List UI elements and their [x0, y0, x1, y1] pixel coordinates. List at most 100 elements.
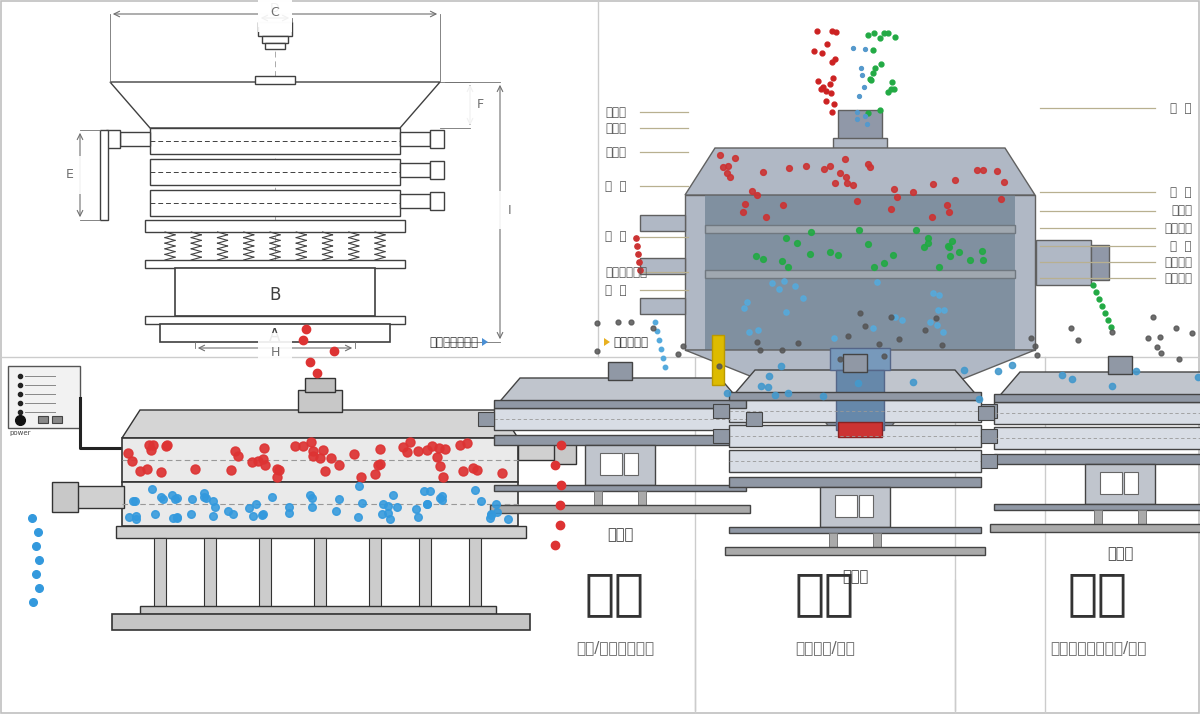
- Bar: [145, 316, 406, 324]
- Bar: [430, 130, 444, 148]
- Text: A: A: [269, 327, 281, 345]
- Bar: [150, 159, 400, 185]
- Bar: [140, 606, 496, 614]
- Bar: [419, 538, 431, 610]
- Bar: [160, 324, 390, 342]
- Text: 单层式: 单层式: [607, 527, 634, 542]
- Text: 双层式: 双层式: [1106, 546, 1133, 561]
- Polygon shape: [604, 338, 610, 346]
- Bar: [842, 354, 866, 372]
- Bar: [494, 435, 746, 445]
- Text: 分级: 分级: [586, 570, 646, 618]
- Text: F: F: [476, 99, 484, 111]
- Bar: [1091, 245, 1109, 280]
- Bar: [122, 438, 518, 482]
- Text: H: H: [270, 346, 280, 358]
- Text: 防尘盖: 防尘盖: [605, 121, 626, 134]
- Bar: [730, 477, 982, 487]
- Bar: [685, 195, 1034, 350]
- Polygon shape: [496, 378, 744, 406]
- Bar: [836, 370, 884, 430]
- Bar: [150, 190, 400, 216]
- Text: 运输固定螺栓: 运输固定螺栓: [605, 266, 647, 278]
- Bar: [494, 400, 746, 408]
- Bar: [990, 524, 1200, 532]
- Polygon shape: [996, 372, 1200, 400]
- Text: C: C: [271, 6, 280, 19]
- Bar: [1085, 464, 1154, 504]
- Bar: [518, 442, 556, 460]
- Bar: [1138, 510, 1146, 524]
- Bar: [8, 366, 80, 428]
- Bar: [52, 416, 62, 423]
- Bar: [829, 533, 838, 547]
- Bar: [145, 220, 406, 232]
- Polygon shape: [810, 400, 910, 440]
- Text: D: D: [270, 1, 280, 14]
- Bar: [370, 538, 382, 610]
- Bar: [640, 215, 685, 231]
- Bar: [38, 416, 48, 423]
- Text: 弹  簧: 弹 簧: [605, 231, 626, 243]
- Bar: [52, 482, 78, 512]
- Bar: [175, 268, 374, 316]
- Text: 筛  盘: 筛 盘: [1170, 239, 1192, 253]
- Bar: [469, 538, 481, 610]
- Bar: [586, 445, 655, 485]
- Bar: [978, 406, 994, 420]
- Text: 网  架: 网 架: [1170, 186, 1192, 198]
- Text: 筛  网: 筛 网: [1170, 101, 1192, 114]
- Bar: [154, 538, 166, 610]
- Bar: [120, 132, 150, 146]
- Bar: [730, 392, 982, 400]
- Text: 外形尺寸示意图: 外形尺寸示意图: [430, 336, 478, 348]
- Bar: [712, 335, 724, 385]
- Bar: [100, 130, 108, 220]
- Text: 机  座: 机 座: [605, 283, 626, 296]
- Bar: [820, 487, 890, 527]
- Bar: [874, 533, 881, 547]
- Text: 出料口: 出料口: [605, 146, 626, 159]
- Bar: [262, 36, 288, 43]
- Polygon shape: [482, 338, 488, 346]
- Text: 除杂: 除杂: [1068, 570, 1128, 618]
- Bar: [994, 402, 1200, 424]
- Bar: [594, 491, 602, 505]
- Text: I: I: [508, 203, 512, 216]
- Bar: [76, 486, 124, 508]
- Bar: [730, 425, 982, 447]
- Bar: [994, 427, 1200, 449]
- Text: 去除液体中的颗粒/异物: 去除液体中的颗粒/异物: [1050, 640, 1146, 655]
- Bar: [116, 526, 526, 538]
- Polygon shape: [731, 370, 979, 398]
- Text: 三层式: 三层式: [842, 569, 868, 584]
- Polygon shape: [122, 410, 518, 438]
- Bar: [638, 491, 646, 505]
- Polygon shape: [110, 82, 440, 128]
- Bar: [1100, 472, 1122, 494]
- Text: 束  环: 束 环: [605, 179, 626, 193]
- Bar: [725, 547, 985, 555]
- Bar: [706, 195, 1015, 350]
- Bar: [145, 260, 406, 268]
- Bar: [713, 429, 730, 443]
- Bar: [400, 132, 430, 146]
- Text: 去除异物/结块: 去除异物/结块: [796, 640, 854, 655]
- Bar: [730, 450, 982, 472]
- Bar: [490, 505, 750, 513]
- Bar: [994, 394, 1200, 402]
- Bar: [400, 194, 430, 208]
- Bar: [259, 538, 271, 610]
- Bar: [706, 270, 1015, 278]
- Bar: [494, 408, 746, 430]
- Bar: [982, 429, 997, 443]
- Bar: [554, 438, 576, 464]
- Bar: [982, 454, 997, 468]
- Text: B: B: [269, 286, 281, 304]
- Bar: [430, 192, 444, 210]
- Text: 振动电机: 振动电机: [1164, 256, 1192, 268]
- Bar: [838, 110, 882, 140]
- Bar: [994, 454, 1200, 464]
- Bar: [830, 348, 890, 370]
- Bar: [150, 128, 400, 154]
